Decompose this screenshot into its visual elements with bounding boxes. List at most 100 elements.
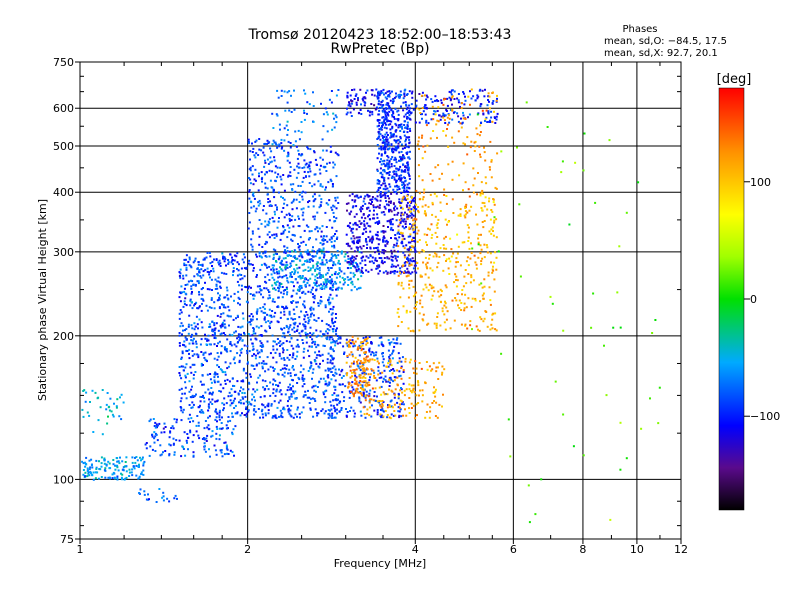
data-point [290,201,293,204]
data-point [268,218,271,221]
data-point [218,263,221,266]
data-point [286,317,289,320]
data-point [356,249,359,252]
data-point [439,247,442,250]
data-point [388,197,391,200]
data-point [353,250,356,253]
data-point [399,222,402,224]
data-point [405,126,408,129]
data-point [397,308,400,311]
data-point [322,344,325,347]
data-point [313,398,316,400]
data-point [305,175,307,178]
data-point [438,295,441,298]
data-point [360,251,363,254]
data-point [196,273,199,276]
data-point [373,395,376,398]
data-point [112,459,115,461]
data-point [355,261,357,264]
data-point [380,153,383,156]
data-point [398,174,401,177]
data-point [494,312,497,315]
data-point [314,158,317,161]
data-point [452,212,455,214]
data-point [406,106,409,109]
data-point [359,410,362,413]
data-point [322,125,325,128]
data-point [325,389,328,392]
data-point [392,133,395,136]
data-point [300,154,303,157]
data-point [387,167,390,170]
data-point [379,172,382,175]
data-point [214,400,217,403]
data-point [382,231,385,234]
data-point [182,365,185,368]
data-point [222,255,225,258]
data-point [255,152,258,155]
data-point [279,369,282,371]
data-point [347,278,350,281]
data-point [282,207,285,209]
data-point [169,431,172,434]
data-point [400,365,403,368]
data-point [396,337,399,340]
data-point [457,214,460,217]
data-point [266,356,269,359]
data-point [401,207,404,210]
data-point [290,378,293,381]
data-point [218,418,221,421]
data-point [109,397,112,400]
data-point [459,215,462,217]
data-point [388,388,390,391]
data-point [320,102,322,105]
data-point [352,395,355,398]
data-point [394,234,397,236]
data-point [239,326,242,329]
data-point [301,339,304,341]
data-point [327,181,330,184]
data-point [259,416,261,419]
data-point [332,322,335,324]
data-point [229,253,232,256]
data-point [243,333,246,336]
data-point [477,243,480,246]
data-point [398,159,400,162]
data-point [382,236,385,239]
data-point [240,288,243,291]
data-point [319,156,322,159]
data-point [417,209,420,212]
data-point [325,170,328,172]
data-point [264,276,267,279]
data-point [357,287,360,290]
data-point [236,412,239,415]
data-point [185,264,188,267]
data-point [413,307,416,309]
data-point [418,394,420,397]
data-point [248,285,251,288]
data-point [238,401,240,404]
data-point [388,106,391,109]
data-point [290,317,293,320]
data-point [421,179,424,182]
data-point [409,130,412,132]
data-point [220,369,223,372]
data-point [179,325,182,328]
data-point [317,412,320,415]
data-point [192,283,195,286]
data-point [224,371,227,374]
data-point [309,269,312,272]
data-point [270,320,273,323]
data-point [191,406,194,409]
data-point [153,431,156,434]
data-point [491,327,494,330]
data-point [378,257,381,259]
data-point [346,94,349,97]
data-point [364,384,367,387]
data-point [145,442,148,444]
data-point [406,215,409,218]
data-point [89,466,92,469]
data-point [322,256,325,259]
data-point [309,367,311,370]
data-point [474,140,477,143]
